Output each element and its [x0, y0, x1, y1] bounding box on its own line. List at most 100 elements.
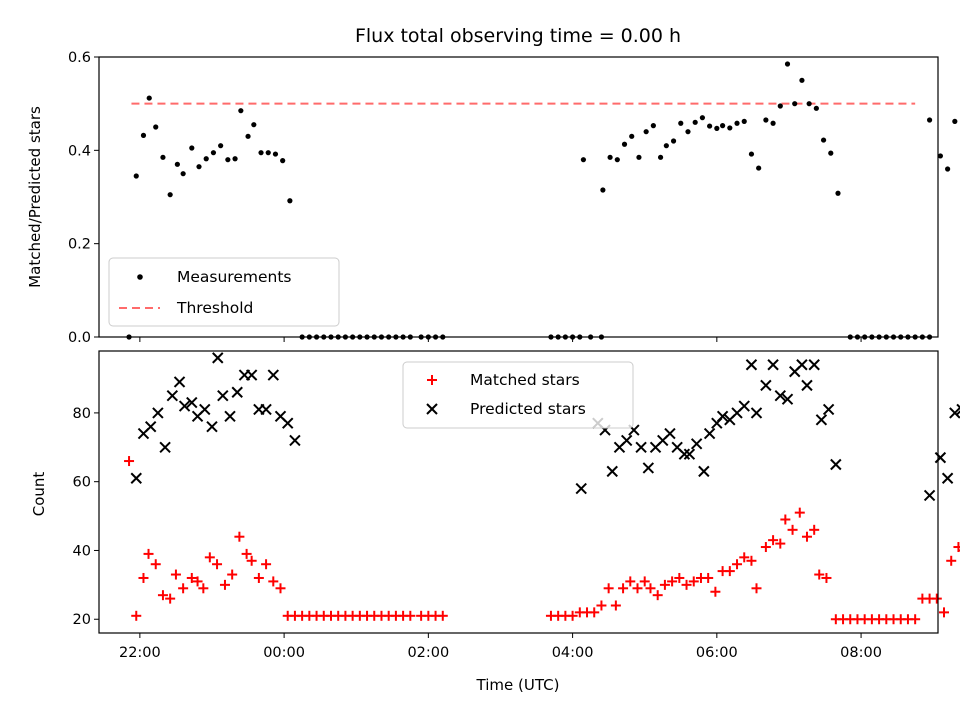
measurement-point: [133, 173, 139, 179]
measurement-point: [251, 122, 257, 128]
y-tick-label: 60: [73, 475, 91, 491]
predicted-star-point: [941, 472, 954, 484]
predicted-star-point: [760, 379, 772, 392]
matched-star-point: [198, 583, 209, 594]
measurement-point: [614, 157, 620, 163]
y-tick-label: 0.4: [68, 143, 91, 159]
matched-star-point: [703, 572, 714, 583]
measurement-point: [146, 95, 152, 101]
matched-star-point: [268, 576, 279, 587]
predicted-star-point: [678, 448, 691, 460]
matched-stars-legend-marker: [427, 375, 437, 385]
y-tick-label: 0.6: [68, 50, 91, 66]
count-y-axis-label: Count: [30, 472, 48, 517]
predicted-star-point: [716, 410, 729, 423]
threshold-legend-label: Threshold: [176, 299, 253, 317]
matched-star-point: [186, 572, 197, 583]
measurement-point: [238, 108, 244, 114]
count-x-axis-ticks: 22:00 00:00 02:00 04:00 06:00 08:00: [119, 633, 882, 661]
predicted-star-point: [152, 407, 164, 419]
measurement-point: [828, 150, 834, 156]
x-tick-label: 04:00: [552, 645, 594, 661]
predicted-star-point: [664, 427, 676, 440]
predicted-star-point: [575, 482, 587, 495]
predicted-star-point: [245, 369, 258, 381]
predicted-star-point: [144, 420, 157, 433]
measurement-points: [126, 61, 958, 340]
measurement-point: [835, 190, 841, 196]
predicted-stars-legend-label: Predicted stars: [470, 400, 586, 418]
measurement-point: [926, 117, 933, 123]
measurement-point: [203, 156, 209, 162]
measurement-point: [663, 143, 669, 149]
matched-star-point: [610, 600, 621, 611]
measurement-point: [937, 153, 944, 159]
matched-star-point: [794, 507, 805, 518]
predicted-star-point: [830, 458, 842, 471]
matched-star-point: [746, 555, 757, 566]
measurement-point: [600, 187, 606, 193]
measurement-point: [952, 118, 958, 124]
ratio-y-axis-label: Matched/Predicted stars: [26, 106, 44, 288]
predicted-star-point: [745, 359, 758, 371]
matched-star-point: [688, 576, 699, 587]
measurement-point: [272, 151, 279, 157]
measurement-point: [813, 105, 819, 111]
measurement-point: [657, 154, 664, 160]
predicted-star-point: [224, 410, 236, 423]
matched-star-point: [814, 569, 825, 580]
matched-star-point: [645, 583, 656, 594]
measurement-point: [232, 156, 238, 162]
predicted-star-point: [166, 390, 179, 402]
measurement-point: [140, 132, 147, 138]
matched-star-point: [732, 559, 743, 570]
predicted-star-point: [703, 427, 716, 440]
measurement-point: [692, 119, 698, 125]
predicted-star-point: [173, 376, 186, 388]
matched-star-point: [165, 593, 176, 604]
count-legend-box: [402, 361, 634, 429]
predicted-stars-legend-marker: [426, 403, 438, 415]
matched-star-point: [567, 610, 578, 621]
predicted-star-point: [260, 403, 272, 416]
predicted-star-point: [923, 489, 936, 502]
predicted-star-point: [606, 465, 618, 478]
matched-star-point: [241, 548, 252, 559]
matched-star-point: [801, 531, 812, 542]
measurement-point: [258, 150, 264, 156]
matched-star-point: [204, 552, 215, 563]
measurement-point: [748, 151, 755, 157]
measurement-point: [218, 143, 224, 149]
predicted-star-point: [231, 386, 243, 398]
ratio-x-axis-ticks: [139, 337, 862, 342]
predicted-star-point: [206, 420, 218, 433]
matched-star-point: [138, 572, 149, 583]
predicted-star-point: [738, 400, 750, 412]
matched-star-point: [809, 524, 820, 535]
matched-star-point: [192, 576, 203, 587]
measurement-point: [763, 117, 769, 123]
predicted-star-point: [635, 441, 647, 453]
matched-star-point: [227, 569, 238, 580]
measurement-point: [629, 133, 635, 139]
measurement-point: [643, 129, 649, 135]
measurement-point: [784, 61, 791, 67]
measurement-point: [580, 157, 587, 163]
matched-star-point: [953, 542, 960, 553]
predicted-star-point: [956, 403, 960, 416]
predicted-star-point: [186, 396, 198, 409]
predicted-star-point: [949, 407, 960, 419]
measurement-point: [707, 123, 713, 129]
y-tick-label: 40: [73, 543, 91, 559]
matched-star-point: [639, 576, 650, 587]
predicted-star-point: [178, 400, 191, 412]
y-tick-label: 80: [73, 406, 91, 422]
measurement-point: [210, 150, 217, 156]
measurement-point: [174, 161, 180, 167]
predicted-star-point: [801, 379, 813, 392]
measurement-point: [607, 154, 613, 160]
matched-star-point: [632, 583, 643, 594]
x-tick-label: 06:00: [696, 645, 738, 661]
